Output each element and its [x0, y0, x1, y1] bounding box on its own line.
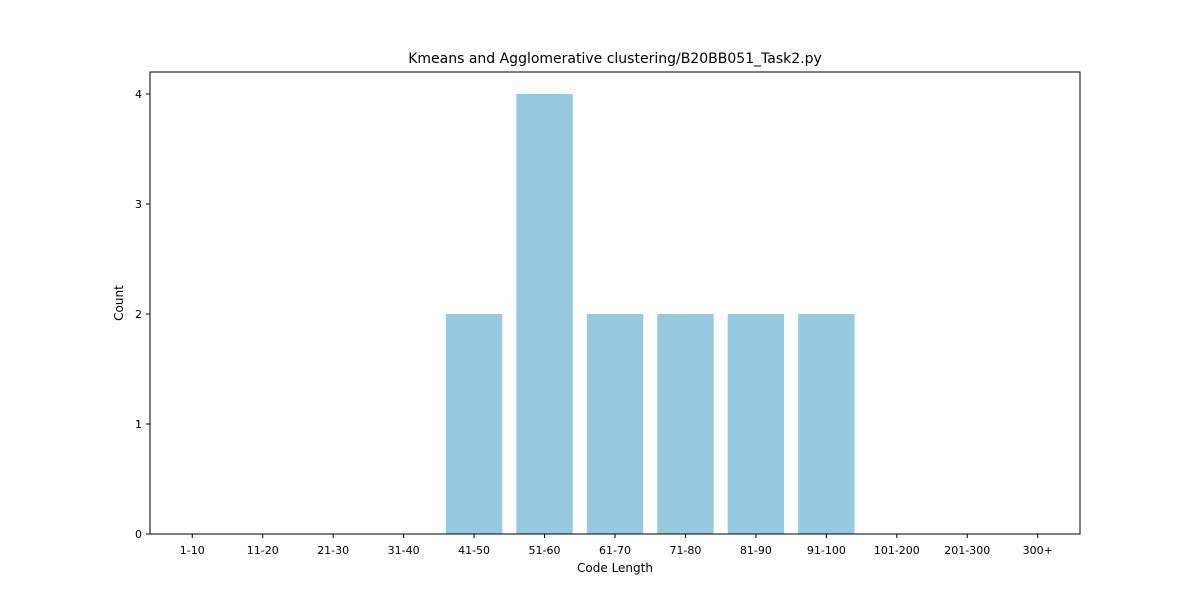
x-tick-label: 1-10 [180, 544, 205, 557]
x-tick-label: 201-300 [944, 544, 990, 557]
x-tick-label: 41-50 [458, 544, 490, 557]
x-tick-label: 101-200 [874, 544, 920, 557]
x-tick-label: 21-30 [317, 544, 349, 557]
bar-61-70 [586, 314, 644, 534]
x-tick-label: 91-100 [807, 544, 846, 557]
x-tick-label: 300+ [1023, 544, 1053, 557]
y-tick-label: 4 [135, 88, 142, 101]
bar-41-50 [445, 314, 503, 534]
bar-51-60 [516, 94, 573, 534]
x-tick-label: 51-60 [529, 544, 561, 557]
chart-title: Kmeans and Agglomerative clustering/B20B… [408, 51, 822, 67]
x-axis-label: Code Length [577, 561, 653, 575]
y-tick-label: 2 [135, 308, 142, 321]
plot-frame [149, 71, 1081, 535]
y-tick-label: 0 [135, 528, 142, 541]
y-axis-ticks: 0 1 2 3 4 [135, 88, 150, 541]
y-tick-label: 1 [135, 418, 142, 431]
x-tick-label: 31-40 [388, 544, 420, 557]
x-tick-label: 81-90 [740, 544, 772, 557]
bar-71-80 [657, 314, 714, 534]
y-axis-label: Count [112, 285, 126, 321]
x-tick-label: 71-80 [669, 544, 701, 557]
bars-group [445, 94, 855, 534]
x-axis-ticks: 1-10 11-20 21-30 31-40 41-50 51-60 61-70 71-80 8… [180, 534, 1053, 557]
y-tick-label: 3 [135, 198, 142, 211]
bar-81-90 [727, 314, 785, 534]
bar-91-100 [798, 314, 855, 534]
x-tick-label: 61-70 [599, 544, 631, 557]
x-tick-label: 11-20 [247, 544, 279, 557]
